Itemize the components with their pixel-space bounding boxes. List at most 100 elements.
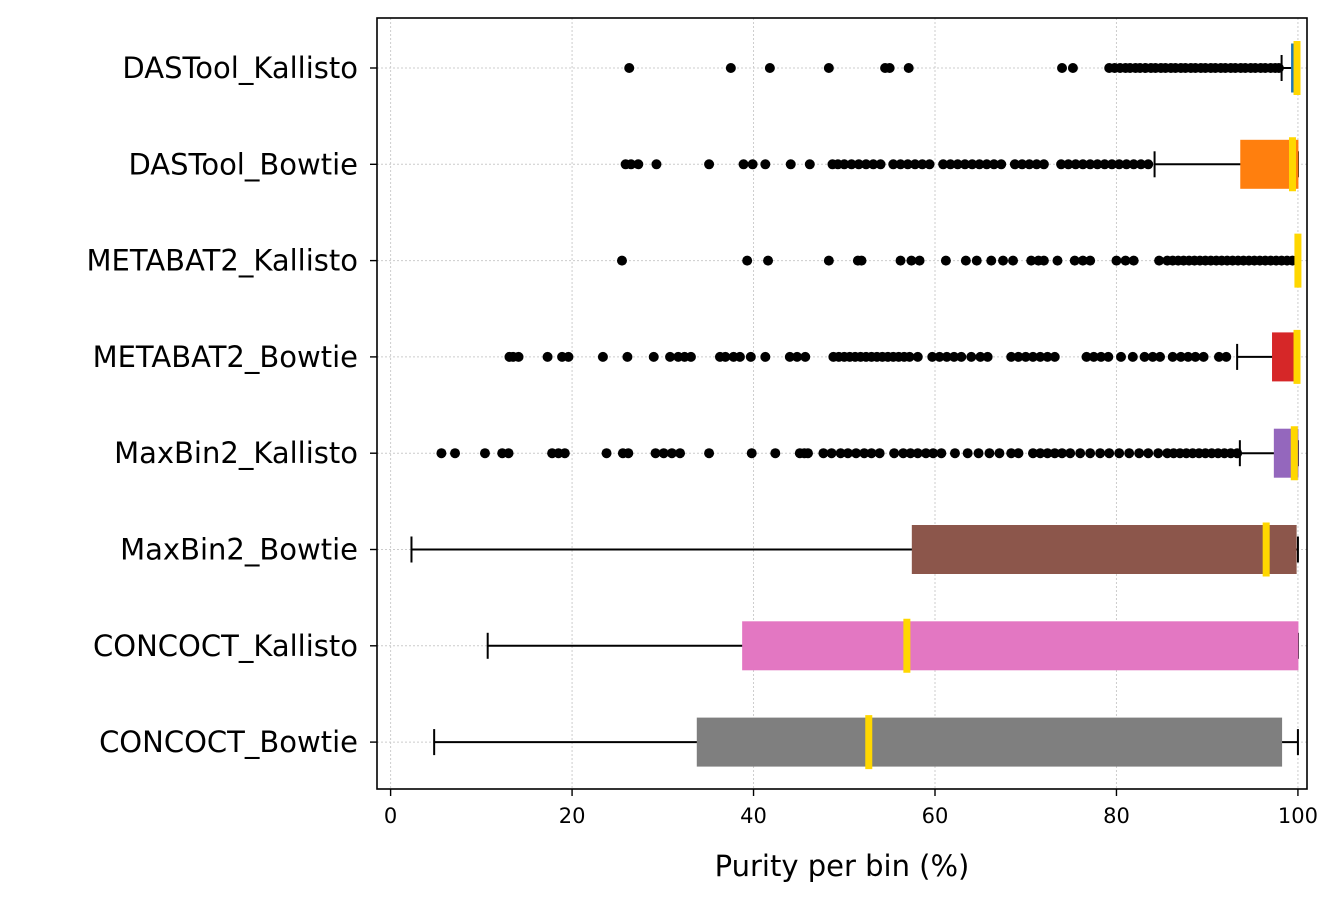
outlier-point <box>936 448 947 459</box>
outlier-point <box>949 448 960 459</box>
outlier-point <box>994 448 1005 459</box>
x-tick-label: 60 <box>922 804 949 828</box>
outlier-point <box>888 159 899 170</box>
outlier-point <box>1026 255 1037 266</box>
outlier-point <box>1143 448 1154 459</box>
outlier-point <box>856 255 867 266</box>
iqr-box <box>696 717 1283 767</box>
outlier-point <box>1124 448 1135 459</box>
outlier-point <box>623 448 634 459</box>
box-CONCOCT_Kallisto <box>486 618 1299 673</box>
outlier-point <box>851 448 862 459</box>
outlier-point <box>1127 351 1138 362</box>
outlier-point <box>1024 159 1035 170</box>
category-label: METABAT2_Kallisto <box>87 244 358 278</box>
outlier-point <box>1106 159 1117 170</box>
outlier-point <box>1190 351 1201 362</box>
outlier-point <box>1013 448 1024 459</box>
outlier-point <box>1088 351 1099 362</box>
outlier-point <box>920 448 931 459</box>
outlier-point <box>975 351 986 362</box>
box-DASTool_Kallisto <box>624 41 1301 95</box>
category-label: DASTool_Kallisto <box>122 51 358 85</box>
category-label: CONCOCT_Kallisto <box>93 629 358 663</box>
outlier-point <box>704 159 715 170</box>
outlier-point <box>842 448 853 459</box>
y-ticks: DASTool_Kallisto DASTool_Bowtie METABAT2_K… <box>87 51 377 759</box>
outlier-point <box>746 448 757 459</box>
box-CONCOCT_Bowtie <box>433 715 1299 770</box>
outlier-point <box>884 63 895 73</box>
outlier-point <box>861 159 872 170</box>
outlier-point <box>479 448 490 459</box>
outlier-point <box>704 448 715 459</box>
outlier-point <box>1077 255 1088 266</box>
outlier-point <box>904 351 915 362</box>
category-label: MaxBin2_Kallisto <box>114 436 358 470</box>
boxes <box>410 41 1302 770</box>
outlier-point <box>597 351 608 362</box>
outlier-point <box>973 448 984 459</box>
category-label: MaxBin2_Bowtie <box>120 533 358 567</box>
outlier-point <box>1006 448 1017 459</box>
outlier-point <box>982 351 993 362</box>
outlier-point <box>934 351 945 362</box>
outlier-point <box>1085 255 1096 266</box>
outlier-point <box>1057 63 1068 73</box>
outlier-point <box>1154 255 1165 266</box>
outlier-point <box>666 448 677 459</box>
x-tick-label: 20 <box>559 804 586 828</box>
category-label: DASTool_Bowtie <box>128 147 358 181</box>
outlier-point <box>835 448 846 459</box>
box-MaxBin2_Bowtie <box>410 522 1299 577</box>
outlier-point <box>1056 159 1067 170</box>
outlier-point <box>859 448 870 459</box>
outlier-point <box>1120 255 1131 266</box>
outlier-point <box>981 159 992 170</box>
outlier-point <box>785 159 796 170</box>
outlier-point <box>747 159 758 170</box>
outlier-point <box>986 255 997 266</box>
iqr-box <box>742 621 1299 671</box>
outlier-point <box>1038 255 1049 266</box>
outlier-point <box>928 448 939 459</box>
outlier-point <box>1085 448 1096 459</box>
outlier-point <box>658 448 669 459</box>
outlier-point <box>996 159 1007 170</box>
outlier-point <box>800 351 811 362</box>
iqr-box <box>1240 139 1299 189</box>
outlier-point <box>436 448 447 459</box>
outlier-point <box>1035 351 1046 362</box>
box-DASTool_Bowtie <box>620 137 1299 192</box>
outlier-point <box>1139 351 1150 362</box>
outlier-point <box>651 159 662 170</box>
outlier-point <box>823 255 834 266</box>
outlier-point <box>1052 255 1063 266</box>
outlier-point <box>924 159 935 170</box>
outlier-point <box>875 159 886 170</box>
outlier-point <box>818 448 829 459</box>
outlier-point <box>685 351 696 362</box>
outlier-point <box>616 255 627 266</box>
plot-frame <box>376 17 1308 790</box>
outlier-point <box>898 448 909 459</box>
outlier-point <box>974 159 985 170</box>
outlier-point <box>601 448 612 459</box>
outlier-point <box>1077 159 1088 170</box>
outlier-point <box>903 63 914 73</box>
outlier-point <box>895 255 906 266</box>
outlier-point <box>971 255 982 266</box>
outlier-point <box>1134 448 1145 459</box>
outlier-point <box>1013 351 1024 362</box>
outlier-point <box>1067 63 1078 73</box>
outlier-point <box>959 159 970 170</box>
iqr-box <box>911 525 1297 574</box>
x-tick-label: 80 <box>1103 804 1130 828</box>
outlier-point <box>902 159 913 170</box>
outlier-point <box>853 159 864 170</box>
outlier-point <box>1175 351 1186 362</box>
outlier-point <box>1049 351 1060 362</box>
x-tick-label: 40 <box>740 804 767 828</box>
outlier-point <box>1111 255 1122 266</box>
